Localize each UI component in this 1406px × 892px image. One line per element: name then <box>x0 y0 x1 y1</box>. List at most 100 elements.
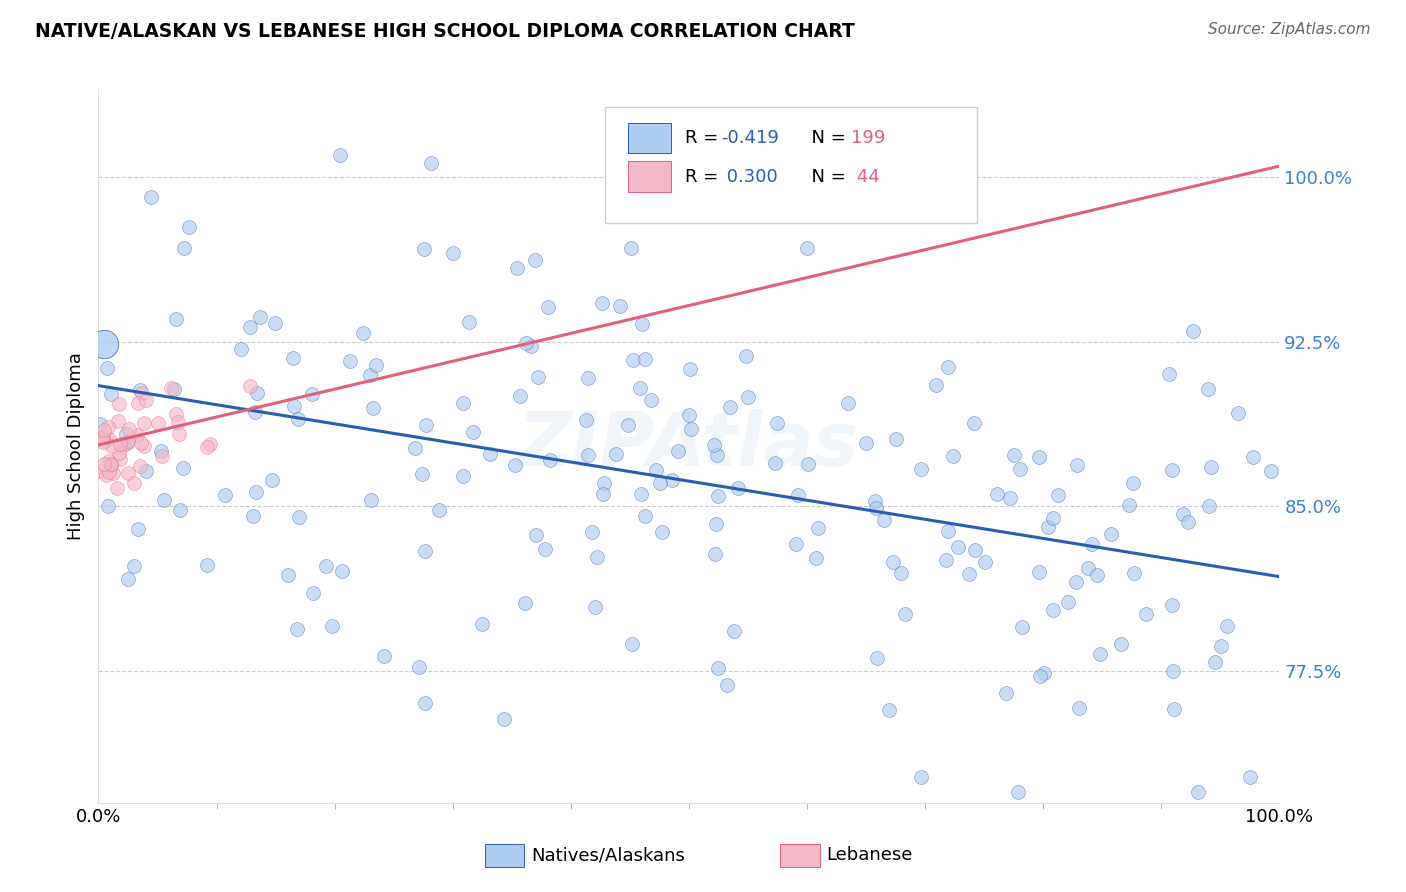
Point <box>785 537 807 551</box>
Point <box>285 622 308 636</box>
Point <box>129 383 152 397</box>
Point <box>262 473 284 487</box>
Point <box>707 661 730 675</box>
Point <box>963 416 986 430</box>
Point <box>592 487 614 501</box>
Point <box>575 412 598 426</box>
Point <box>108 397 131 411</box>
Point <box>131 386 153 401</box>
Point <box>706 448 728 462</box>
Point <box>505 458 527 472</box>
Point <box>630 487 652 501</box>
Point <box>1198 499 1220 513</box>
Point <box>523 252 546 267</box>
Point <box>91 430 114 444</box>
Point <box>1077 560 1099 574</box>
Point <box>1085 568 1108 582</box>
Point <box>1066 575 1088 590</box>
Point <box>281 351 304 366</box>
Point <box>513 596 536 610</box>
Text: N =: N = <box>800 129 852 147</box>
Point <box>1163 701 1185 715</box>
Point <box>1216 619 1239 633</box>
Point <box>1243 450 1265 464</box>
Point <box>1209 639 1232 653</box>
Point <box>124 558 146 573</box>
Text: R =: R = <box>685 168 724 186</box>
Point <box>246 386 269 401</box>
Point <box>330 564 353 578</box>
Text: NATIVE/ALASKAN VS LEBANESE HIGH SCHOOL DIPLOMA CORRELATION CHART: NATIVE/ALASKAN VS LEBANESE HIGH SCHOOL D… <box>35 22 855 41</box>
Point <box>195 440 218 454</box>
Point <box>101 467 124 481</box>
Point <box>169 503 191 517</box>
Point <box>998 491 1021 506</box>
Point <box>359 368 381 382</box>
Point <box>198 437 221 451</box>
Point <box>107 414 129 428</box>
Text: Source: ZipAtlas.com: Source: ZipAtlas.com <box>1208 22 1371 37</box>
Point <box>634 508 657 523</box>
Point <box>100 387 122 401</box>
Text: R =: R = <box>685 129 724 147</box>
Point <box>1187 785 1209 799</box>
Point <box>1122 475 1144 490</box>
Point <box>1069 701 1091 715</box>
Point <box>404 441 426 455</box>
Point <box>706 489 728 503</box>
Point <box>995 685 1018 699</box>
Point <box>621 353 644 368</box>
Point <box>150 449 173 463</box>
Point <box>329 148 352 162</box>
Point <box>524 528 547 542</box>
Point <box>716 678 738 692</box>
Point <box>583 599 606 614</box>
Point <box>321 619 343 633</box>
Point <box>146 417 169 431</box>
Text: 0.300: 0.300 <box>721 168 778 186</box>
Point <box>863 494 886 508</box>
Point <box>650 476 672 491</box>
Point <box>934 553 956 567</box>
Point <box>97 420 120 434</box>
Point <box>1081 537 1104 551</box>
Point <box>93 337 115 351</box>
Point <box>93 457 115 471</box>
Point <box>118 422 141 436</box>
Point <box>93 423 115 437</box>
Point <box>1042 511 1064 525</box>
Point <box>413 242 436 256</box>
Point <box>703 438 725 452</box>
Point <box>461 425 484 440</box>
Point <box>807 521 830 535</box>
Point <box>735 349 758 363</box>
Point <box>1066 458 1088 472</box>
Point <box>111 438 134 452</box>
Text: Natives/Alaskans: Natives/Alaskans <box>531 847 685 864</box>
Point <box>458 315 481 329</box>
Point <box>287 510 309 524</box>
Point <box>796 457 818 471</box>
Point <box>153 493 176 508</box>
Point <box>1161 463 1184 477</box>
Point <box>894 607 917 622</box>
Point <box>787 487 810 501</box>
Point <box>197 558 219 572</box>
Point <box>172 460 194 475</box>
Point <box>534 542 557 557</box>
Point <box>117 467 139 481</box>
Point <box>1199 460 1222 475</box>
Point <box>115 436 138 450</box>
Point <box>679 362 702 376</box>
Point <box>986 487 1008 501</box>
Point <box>301 586 323 600</box>
Text: Lebanese: Lebanese <box>827 847 912 864</box>
Point <box>605 447 627 461</box>
Point <box>1028 565 1050 579</box>
Point <box>1111 637 1133 651</box>
Point <box>97 454 120 468</box>
Point <box>1042 603 1064 617</box>
Point <box>277 567 299 582</box>
Point <box>141 190 163 204</box>
Point <box>837 396 859 410</box>
